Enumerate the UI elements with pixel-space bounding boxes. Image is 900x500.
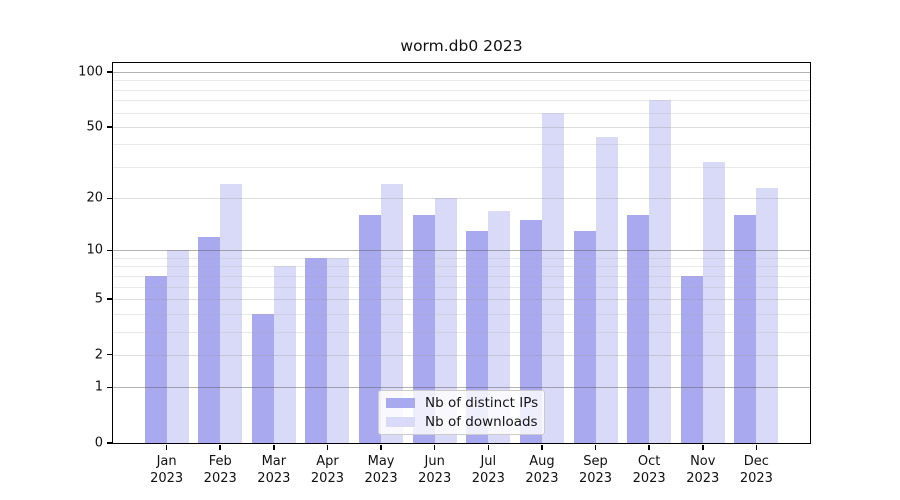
gridline-3 (112, 331, 810, 333)
legend-box: Nb of distinct IPs Nb of downloads (378, 390, 545, 435)
bar-ips-feb (197, 236, 220, 443)
xtick-mark-oct (648, 444, 650, 450)
xtick-mark-feb (219, 444, 221, 450)
gridline-100 (112, 71, 810, 73)
bar-downloads-feb (219, 183, 242, 443)
xtick-label-jul: Jul 2023 (471, 454, 505, 486)
ytick-label-5: 5 (94, 291, 103, 307)
gridline-10 (112, 249, 810, 251)
xtick-mark-mar (273, 444, 275, 450)
bar-downloads-jun (434, 197, 457, 443)
ytick-mark-5 (106, 298, 112, 300)
legend-swatch-distinct-ips (386, 398, 415, 408)
ytick-label-100: 100 (78, 64, 103, 80)
ytick-label-2: 2 (94, 347, 103, 363)
ytick-mark-50 (106, 126, 112, 128)
xtick-label-dec: Dec 2023 (739, 454, 773, 486)
bar-ips-mar (251, 313, 274, 443)
xtick-label-may: May 2023 (364, 454, 398, 486)
bar-ips-jun (412, 214, 435, 443)
gridline-9 (112, 257, 810, 259)
grid-layer (112, 63, 810, 443)
xtick-mark-sep (594, 444, 597, 450)
gridline-5 (112, 298, 810, 300)
bar-ips-may (358, 214, 381, 443)
xtick-mark-aug (541, 444, 543, 450)
bar-ips-jul (465, 230, 488, 443)
xtick-mark-jan (165, 444, 168, 450)
ytick-mark-0 (106, 442, 112, 444)
gridline-80 (112, 89, 810, 91)
bar-downloads-jan (166, 249, 189, 443)
bar-downloads-may (380, 183, 403, 443)
legend-entry-distinct-ips: Nb of distinct IPs (386, 394, 544, 413)
bar-ips-apr (304, 257, 327, 443)
xtick-label-oct: Oct 2023 (632, 454, 666, 486)
ytick-label-1: 1 (94, 379, 103, 395)
bar-ips-oct (626, 214, 649, 443)
ytick-label-20: 20 (86, 190, 103, 206)
ytick-label-50: 50 (86, 119, 103, 135)
bar-ips-dec (733, 214, 756, 443)
ytick-mark-100 (106, 71, 112, 73)
gridline-4 (112, 313, 810, 315)
xtick-mark-dec (755, 444, 758, 450)
ytick-mark-10 (106, 249, 112, 251)
gridline-8 (112, 265, 810, 267)
xtick-label-jun: Jun 2023 (418, 454, 452, 486)
bar-downloads-dec (755, 187, 778, 443)
xtick-label-mar: Mar 2023 (257, 454, 291, 486)
xtick-label-jan: Jan 2023 (150, 454, 184, 486)
bar-downloads-jul (487, 210, 510, 443)
gridline-6 (112, 286, 810, 288)
xtick-mark-apr (326, 444, 329, 450)
plot-area (111, 61, 811, 444)
bar-ips-sep (573, 230, 596, 443)
legend-swatch-downloads (386, 417, 415, 427)
legend-label-downloads: Nb of downloads (425, 414, 538, 430)
gridline-2 (112, 354, 810, 356)
xtick-label-nov: Nov 2023 (686, 454, 720, 486)
bar-downloads-apr (326, 257, 349, 443)
legend-entry-downloads: Nb of downloads (386, 413, 544, 432)
bars-layer (113, 63, 810, 443)
gridline-20 (112, 197, 810, 199)
gridline-50 (112, 126, 810, 128)
bar-downloads-nov (702, 161, 725, 443)
bar-downloads-mar (273, 265, 296, 443)
ytick-label-0: 0 (94, 435, 103, 451)
gridline-40 (112, 143, 810, 145)
bar-downloads-sep (595, 136, 618, 443)
bar-downloads-oct (648, 99, 671, 443)
xtick-mark-nov (702, 444, 704, 450)
xtick-label-sep: Sep 2023 (578, 454, 613, 486)
gridline-60 (112, 112, 810, 114)
xtick-label-feb: Feb 2023 (203, 454, 237, 486)
bar-downloads-aug (541, 112, 564, 443)
gridline-30 (112, 166, 810, 168)
xtick-mark-jul (487, 444, 490, 450)
gridline-7 (112, 275, 810, 277)
xtick-label-aug: Aug 2023 (525, 454, 559, 486)
ytick-mark-2 (106, 353, 112, 356)
bar-ips-jan (144, 275, 167, 443)
xtick-label-apr: Apr 2023 (310, 454, 344, 486)
chart-title: worm.db0 2023 (400, 37, 523, 55)
ytick-mark-20 (106, 197, 112, 200)
bar-ips-aug (519, 219, 542, 443)
ytick-label-10: 10 (86, 242, 103, 258)
bar-ips-nov (680, 275, 703, 443)
gridline-90 (112, 79, 810, 81)
ytick-mark-1 (106, 386, 112, 389)
legend-label-distinct-ips: Nb of distinct IPs (425, 395, 539, 411)
xtick-mark-jun (433, 444, 436, 450)
xtick-mark-may (380, 444, 382, 450)
gridline-1 (112, 386, 810, 388)
gridline-70 (112, 99, 810, 101)
